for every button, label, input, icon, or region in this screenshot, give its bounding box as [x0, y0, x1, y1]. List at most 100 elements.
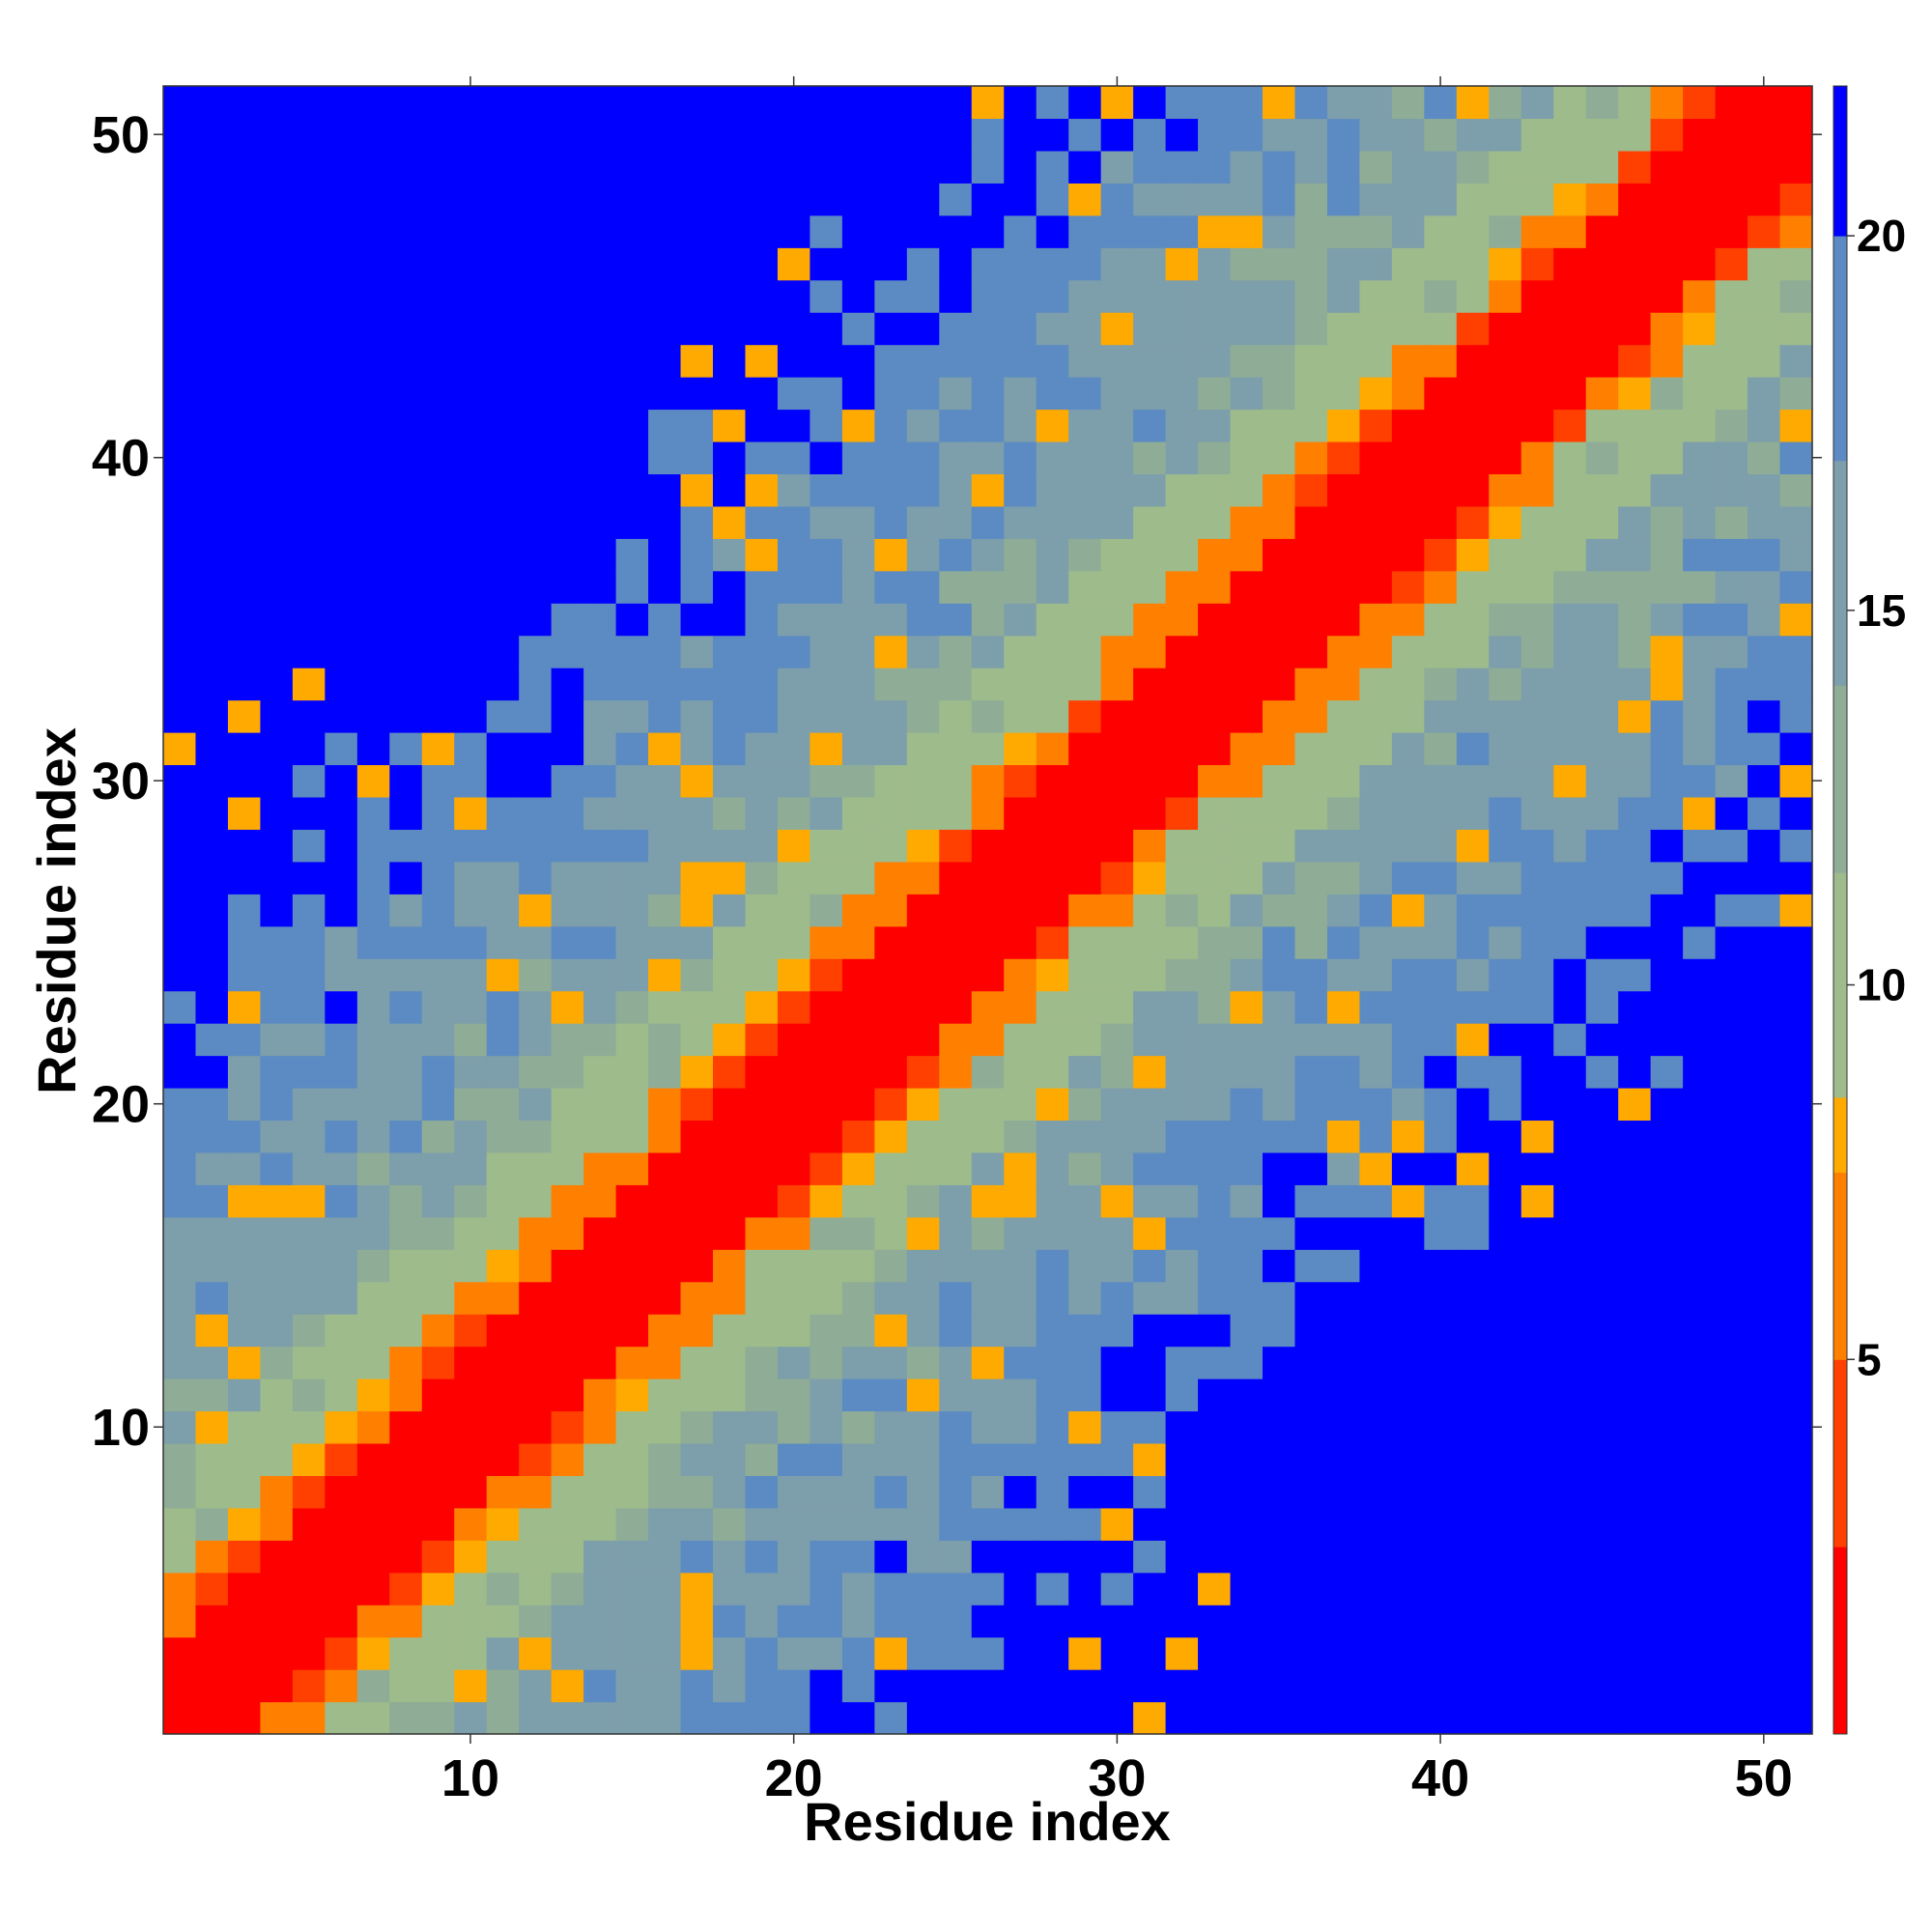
heatmap-cell [939, 1410, 973, 1444]
heatmap-cell [551, 699, 584, 733]
heatmap-cell [1359, 1184, 1393, 1218]
heatmap-cell [1618, 344, 1652, 378]
heatmap-cell [195, 861, 229, 895]
heatmap-cell [325, 603, 358, 637]
heatmap-cell [1520, 538, 1554, 572]
heatmap-cell [1036, 1540, 1069, 1574]
heatmap-cell [227, 1281, 262, 1315]
heatmap-cell [615, 635, 649, 668]
heatmap-cell [356, 344, 390, 378]
heatmap-cell [1520, 1442, 1554, 1476]
heatmap-cell [356, 1605, 390, 1638]
heatmap-cell [906, 279, 940, 313]
heatmap-cell [1068, 635, 1102, 668]
heatmap-cell [1198, 1055, 1232, 1089]
heatmap-cell [810, 538, 843, 572]
heatmap-cell [680, 570, 714, 604]
heatmap-cell [454, 1281, 488, 1315]
heatmap-cell [1165, 1410, 1199, 1444]
heatmap-cell [1230, 732, 1264, 766]
heatmap-cell [874, 796, 908, 830]
heatmap-cell [1133, 829, 1167, 863]
heatmap-cell [841, 312, 875, 346]
heatmap-cell [906, 440, 940, 475]
heatmap-cell [1456, 344, 1490, 378]
heatmap-cell [551, 247, 584, 281]
heatmap-cell [1198, 1314, 1232, 1348]
heatmap-cell [1230, 1605, 1264, 1638]
heatmap-cell [325, 764, 358, 798]
heatmap-cell [1004, 796, 1037, 830]
heatmap-cell [163, 1475, 197, 1509]
heatmap-cell [1263, 1540, 1296, 1574]
heatmap-cell [486, 409, 520, 442]
heatmap-cell [454, 344, 488, 378]
heatmap-cell [1683, 344, 1717, 378]
heatmap-cell [195, 925, 229, 959]
heatmap-cell [1068, 1216, 1102, 1250]
heatmap-cell [1100, 247, 1134, 281]
heatmap-cell [454, 732, 488, 766]
heatmap-cell [195, 796, 229, 830]
heatmap-cell [1585, 1701, 1619, 1735]
heatmap-cell [1263, 214, 1296, 248]
heatmap-cell [939, 247, 973, 281]
heatmap-cell [1585, 1281, 1619, 1315]
heatmap-cell [777, 1314, 811, 1348]
heatmap-cell [583, 1410, 617, 1444]
heatmap-cell [356, 1087, 390, 1122]
heatmap-cell [745, 86, 779, 120]
heatmap-cell [1100, 1087, 1134, 1122]
heatmap-cell [1359, 699, 1393, 733]
heatmap-cell [1391, 1475, 1425, 1509]
heatmap-cell [325, 668, 358, 701]
heatmap-cell [1326, 764, 1361, 798]
heatmap-cell [1683, 570, 1717, 604]
heatmap-cell [356, 699, 390, 733]
heatmap-cell [939, 699, 973, 733]
heatmap-cell [1391, 570, 1425, 604]
heatmap-cell [648, 1572, 682, 1605]
heatmap-cell [1263, 1249, 1296, 1283]
heatmap-cell [1294, 118, 1328, 152]
heatmap-cell [680, 214, 714, 248]
heatmap-cell [163, 635, 197, 668]
heatmap-cell [1263, 1216, 1296, 1250]
heatmap-cell [841, 1378, 875, 1412]
heatmap-cell [1520, 1669, 1554, 1703]
heatmap-cell [1294, 1605, 1328, 1638]
heatmap-cell [615, 1023, 649, 1057]
heatmap-cell [1424, 1120, 1458, 1153]
heatmap-cell [713, 990, 747, 1024]
heatmap-cell [1359, 1249, 1393, 1283]
heatmap-cell [1779, 635, 1813, 668]
heatmap-cell [1359, 1442, 1393, 1476]
heatmap-cell [1585, 668, 1619, 701]
heatmap-cell [810, 570, 843, 604]
heatmap-cell [356, 247, 390, 281]
heatmap-cell [1715, 861, 1748, 895]
heatmap-cell [648, 796, 682, 830]
heatmap-cell [906, 1475, 940, 1509]
heatmap-cell [1683, 668, 1717, 701]
heatmap-cell [615, 1281, 649, 1315]
heatmap-cell [454, 1120, 488, 1153]
heatmap-cell [1715, 958, 1748, 992]
heatmap-cell [1424, 764, 1458, 798]
heatmap-cell [745, 764, 779, 798]
heatmap-cell [1198, 279, 1232, 313]
heatmap-cell [551, 1669, 584, 1703]
heatmap-cell [1004, 1605, 1037, 1638]
heatmap-cell [227, 1151, 262, 1185]
heatmap-cell [1391, 925, 1425, 959]
heatmap-cell [906, 861, 940, 895]
heatmap-cell [841, 440, 875, 475]
heatmap-cell [1585, 764, 1619, 798]
heatmap-cell [1489, 861, 1522, 895]
heatmap-cell [163, 1410, 197, 1444]
heatmap-cell [939, 118, 973, 152]
heatmap-cell [713, 732, 747, 766]
heatmap-cell [1133, 925, 1167, 959]
heatmap-cell [1359, 1023, 1393, 1057]
heatmap-cell [260, 1314, 294, 1348]
